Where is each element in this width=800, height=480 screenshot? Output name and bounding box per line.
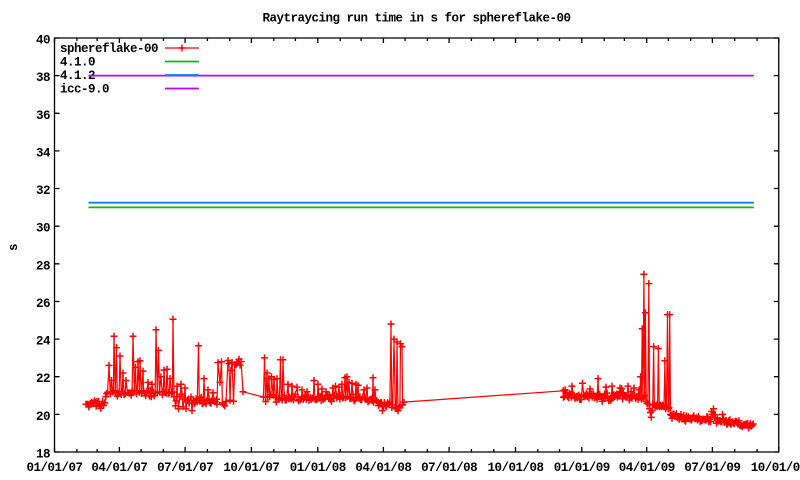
svg-text:34: 34 [36, 146, 51, 160]
svg-text:sphereflake-00: sphereflake-00 [60, 42, 158, 56]
svg-text:26: 26 [36, 297, 50, 311]
svg-text:01/01/08: 01/01/08 [290, 461, 346, 475]
svg-text:10/01/07: 10/01/07 [223, 461, 279, 475]
svg-text:01/01/09: 01/01/09 [554, 461, 610, 475]
svg-text:Raytraycing run time in s for: Raytraycing run time in s for sphereflak… [262, 12, 570, 26]
svg-text:07/01/08: 07/01/08 [421, 461, 477, 475]
svg-text:30: 30 [36, 222, 50, 236]
svg-text:20: 20 [36, 410, 50, 424]
svg-text:s: s [7, 244, 21, 251]
svg-text:07/01/09: 07/01/09 [684, 461, 740, 475]
svg-text:4.1.0: 4.1.0 [60, 56, 95, 70]
svg-text:38: 38 [36, 71, 50, 85]
svg-text:01/01/07: 01/01/07 [26, 461, 82, 475]
svg-text:10/01/08: 10/01/08 [487, 461, 543, 475]
svg-text:4.1.2: 4.1.2 [60, 69, 95, 83]
svg-text:40: 40 [36, 34, 50, 48]
svg-text:07/01/07: 07/01/07 [157, 461, 213, 475]
svg-text:18: 18 [36, 448, 50, 462]
svg-text:32: 32 [36, 184, 50, 198]
svg-text:28: 28 [36, 259, 50, 273]
svg-text:10/01/09: 10/01/09 [751, 461, 800, 475]
svg-text:36: 36 [36, 109, 50, 123]
svg-text:icc-9.0: icc-9.0 [60, 83, 109, 97]
svg-text:04/01/07: 04/01/07 [91, 461, 147, 475]
svg-text:04/01/08: 04/01/08 [355, 461, 411, 475]
svg-text:04/01/09: 04/01/09 [619, 461, 675, 475]
svg-text:22: 22 [36, 372, 50, 386]
svg-text:24: 24 [36, 335, 51, 349]
